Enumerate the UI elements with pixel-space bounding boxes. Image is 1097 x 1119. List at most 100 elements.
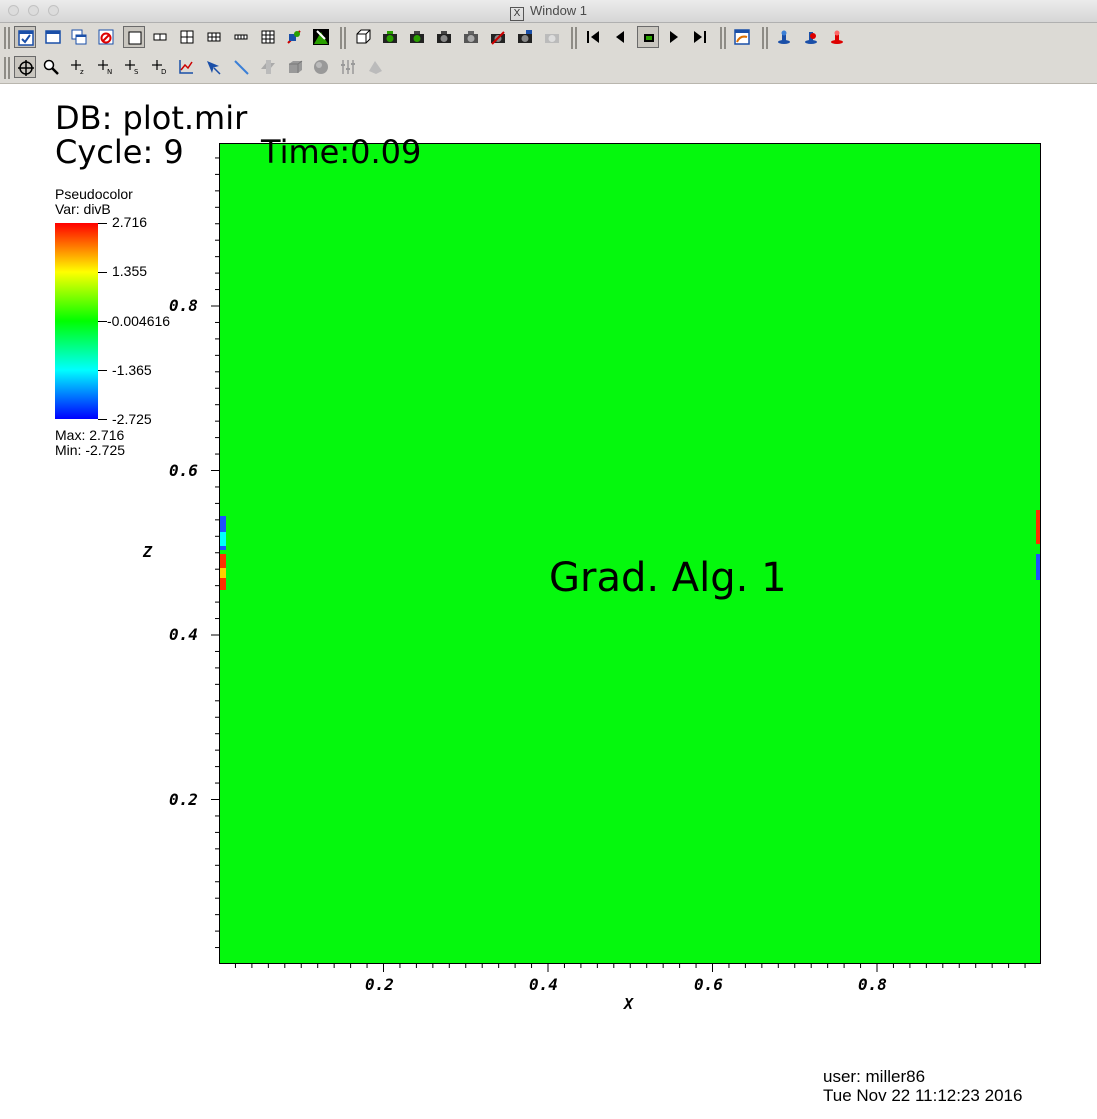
line-tool-button[interactable]	[230, 56, 252, 78]
extents-tool-button[interactable]	[364, 56, 386, 78]
layout-4x1-button[interactable]	[230, 26, 252, 48]
new-window-button[interactable]	[42, 26, 64, 48]
lock-view-button[interactable]	[283, 26, 305, 48]
camera-icon	[464, 31, 478, 43]
camera-icon	[545, 34, 559, 43]
point-tool-button[interactable]	[202, 56, 224, 78]
domain-pick-button[interactable]: D	[148, 56, 170, 78]
stop-button[interactable]	[637, 26, 659, 48]
plane-tool-button[interactable]	[257, 56, 279, 78]
toolbar-grip-icon[interactable]	[4, 57, 10, 79]
toolbar-grip-icon[interactable]	[720, 27, 726, 49]
layout-1x1-button[interactable]	[123, 26, 145, 48]
reset-view-button[interactable]	[352, 26, 374, 48]
engine-icon	[778, 30, 790, 44]
zoom-window-icon[interactable]	[48, 5, 59, 16]
toolbar-grip-icon[interactable]	[4, 27, 10, 49]
camera-icon	[518, 30, 532, 43]
navigate-icon	[18, 60, 34, 76]
toggle-spin-button[interactable]	[310, 26, 332, 48]
field-feature	[1036, 510, 1040, 544]
camera-view-3-button[interactable]	[433, 26, 455, 48]
engine-3-button[interactable]	[826, 26, 848, 48]
camera-icon	[410, 31, 424, 43]
camera-view-1-button[interactable]	[379, 26, 401, 48]
skip-back-icon	[587, 31, 599, 43]
box-view-icon	[356, 29, 371, 44]
clear-window-icon	[98, 29, 114, 45]
sphere-tool-icon	[314, 60, 328, 74]
toolbar-grip-icon[interactable]	[571, 27, 577, 49]
y-tick-label: 0.4	[169, 625, 198, 644]
zone-pick-button[interactable]: z	[67, 56, 89, 78]
legend-plot-type: Pseudocolor	[55, 186, 133, 202]
sphere-tool-button[interactable]	[310, 56, 332, 78]
y-tick-label: 0.2	[169, 790, 198, 809]
layout-3x2-button[interactable]	[203, 26, 225, 48]
legend-label-max: 2.716	[112, 214, 148, 230]
x11-logo-icon: X	[509, 7, 524, 21]
layout-2x2-button[interactable]	[176, 26, 198, 48]
node-pick-button[interactable]: N	[94, 56, 116, 78]
svg-text:N: N	[107, 68, 112, 75]
axis-restriction-button[interactable]	[337, 56, 359, 78]
plot-viewport[interactable]	[219, 143, 1041, 964]
node-pick-icon: N	[98, 60, 112, 75]
lock-view-icon	[287, 30, 301, 44]
y-tick-label: 0.6	[169, 461, 198, 480]
camera-icon	[383, 31, 397, 43]
clear-window-button[interactable]	[95, 26, 117, 48]
legend-tick	[98, 370, 107, 371]
save-image-button[interactable]	[731, 26, 753, 48]
step-back-icon	[616, 31, 624, 43]
cycle-label: Cycle: 9	[55, 133, 184, 171]
new-window-icon	[45, 30, 61, 44]
close-window-icon[interactable]	[8, 5, 19, 16]
copy-window-button[interactable]	[68, 26, 90, 48]
camera-view-4-button[interactable]	[460, 26, 482, 48]
svg-text:z: z	[80, 68, 84, 75]
layout-3x3-button[interactable]	[257, 26, 279, 48]
window-title-text: Window 1	[529, 3, 588, 18]
zoom-icon	[43, 59, 59, 75]
skip-back-button[interactable]	[582, 26, 604, 48]
toolbar-grip-icon[interactable]	[340, 27, 346, 49]
engine-2-button[interactable]	[800, 26, 822, 48]
camera-view-2-button[interactable]	[406, 26, 428, 48]
camera-icon	[491, 31, 505, 45]
step-forward-button[interactable]	[689, 26, 711, 48]
layout-1x1-icon	[128, 31, 142, 45]
point-tool-icon	[207, 61, 221, 75]
camera-view-5-button[interactable]	[487, 26, 509, 48]
box-tool-button[interactable]	[284, 56, 306, 78]
toolbar-grip-icon[interactable]	[762, 27, 768, 49]
active-window-button[interactable]	[14, 26, 36, 48]
time-label: Time:0.09	[261, 133, 422, 171]
legend-min: Min: -2.725	[55, 442, 126, 458]
navigate-mode-button[interactable]	[14, 56, 36, 78]
axis-restriction-icon	[341, 60, 355, 74]
box-tool-icon	[289, 60, 303, 73]
layout-3x2-icon	[207, 32, 221, 42]
x-tick-label: 0.8	[858, 975, 887, 994]
camera-view-7-button[interactable]	[541, 26, 563, 48]
engine-1-button[interactable]	[773, 26, 795, 48]
zoom-mode-button[interactable]	[40, 56, 62, 78]
legend-tick	[98, 321, 107, 322]
camera-view-6-button[interactable]	[514, 26, 536, 48]
layout-2x1-button[interactable]	[149, 26, 171, 48]
x-tick-label: 0.6	[694, 975, 723, 994]
step-back-button[interactable]	[609, 26, 631, 48]
legend-label: -1.365	[112, 362, 152, 378]
legend-label: -0.004616	[107, 313, 171, 329]
lineout-icon	[179, 60, 193, 74]
minimize-window-icon[interactable]	[28, 5, 39, 16]
lineout-button[interactable]	[175, 56, 197, 78]
field-feature	[220, 532, 226, 546]
play-button[interactable]	[663, 26, 685, 48]
spreadsheet-pick-button[interactable]: S	[121, 56, 143, 78]
x-axis-ticks	[234, 964, 1026, 972]
engine-icon	[805, 32, 817, 44]
legend-max: Max: 2.716	[55, 427, 125, 443]
camera-icon	[437, 31, 451, 43]
